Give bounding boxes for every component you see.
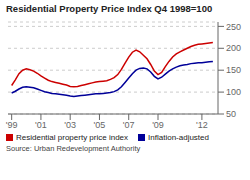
svg-text:250: 250 [226,22,241,32]
html-text:Inflation-adjusted: Inflation-adjusted [148,133,209,142]
svg-text:'09: '09 [152,120,164,130]
svg-text:100: 100 [226,87,241,97]
svg-text:'05: '05 [94,120,106,130]
html-text:Residential property price ind: Residential property price index [16,133,129,142]
svg-text:150: 150 [226,65,241,75]
svg-text:'12: '12 [196,120,208,130]
svg-text:200: 200 [226,43,241,53]
html-text:Source: Urban Redevelopment Au: Source: Urban Redevelopment Authority [6,144,141,153]
svg-text:'01: '01 [35,120,47,130]
svg-text:'99: '99 [8,120,18,130]
html-text:Residential Property Price Ind: Residential Property Price Index Q4 1998… [6,3,213,14]
svg-text:50: 50 [226,109,236,119]
svg-text:'03: '03 [64,120,76,130]
svg-text:'07: '07 [123,120,135,130]
